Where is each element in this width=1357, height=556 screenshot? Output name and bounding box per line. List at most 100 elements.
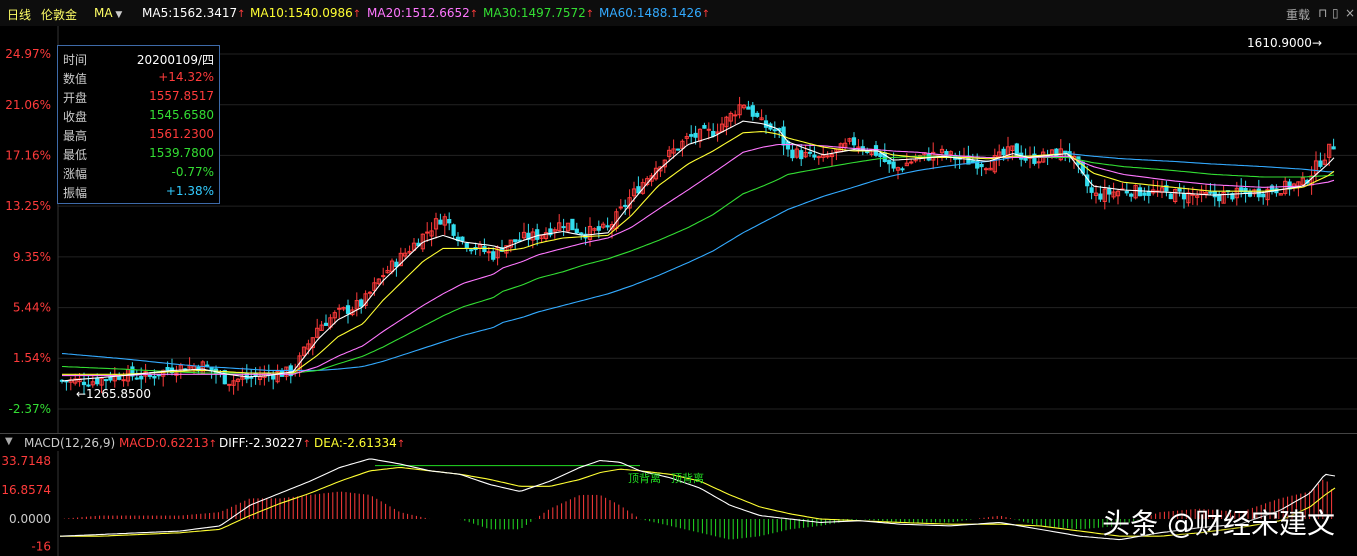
close-icon[interactable]: × bbox=[1345, 6, 1356, 20]
instrument-label[interactable]: 伦敦金 bbox=[41, 8, 78, 22]
candle-down bbox=[851, 137, 857, 146]
data-window-value: 1561.2300 bbox=[149, 127, 214, 141]
data-window-row: 时间 20200109/四 bbox=[63, 51, 214, 70]
candle-down bbox=[1177, 187, 1182, 192]
collapse-icon[interactable]: ▼ bbox=[5, 436, 13, 447]
candle-up bbox=[337, 307, 342, 310]
candle-up bbox=[587, 225, 593, 240]
candle-up bbox=[332, 312, 337, 319]
candle-up bbox=[1173, 189, 1178, 203]
candle-down bbox=[165, 366, 170, 371]
candle-down bbox=[1137, 187, 1143, 197]
candle-up bbox=[733, 114, 738, 117]
candle-up bbox=[310, 337, 315, 349]
candle-up bbox=[847, 138, 852, 142]
lock-icon[interactable]: ⊓ bbox=[1318, 6, 1328, 20]
candle-down bbox=[865, 150, 870, 153]
candle-down bbox=[900, 168, 905, 171]
candle-up bbox=[398, 252, 403, 267]
candle-down bbox=[596, 226, 601, 231]
macd-chart[interactable]: 33.7148 16.8574 0.0000 -16 顶背离 顶背离 bbox=[0, 451, 1357, 556]
candle-down bbox=[878, 153, 883, 158]
high-price-label: 1610.9000→ bbox=[1247, 36, 1322, 50]
candle-up bbox=[601, 223, 606, 228]
candle-down bbox=[970, 160, 975, 163]
candle-up bbox=[231, 380, 236, 386]
candle-down bbox=[95, 377, 100, 385]
candle-down bbox=[807, 151, 813, 154]
data-window-label: 开盘 bbox=[63, 91, 88, 105]
candle-down bbox=[526, 232, 531, 240]
macd-header: ▼ MACD(12,26,9) MACD:0.62213↑ DIFF:-2.30… bbox=[0, 434, 1357, 451]
y-tick-label: 21.06% bbox=[5, 98, 51, 112]
candle-down bbox=[482, 246, 487, 253]
candle-down bbox=[750, 105, 755, 117]
candle-up bbox=[372, 282, 377, 291]
dea-value: DEA:-2.61334↑ bbox=[314, 436, 405, 450]
candle-up bbox=[724, 116, 729, 128]
candle-up bbox=[794, 148, 799, 158]
macd-value: MACD:0.62213↑ bbox=[119, 436, 217, 450]
candle-up bbox=[552, 229, 557, 232]
candle-up bbox=[904, 162, 909, 167]
candle-up bbox=[741, 104, 747, 109]
y-tick-label: 1.54% bbox=[13, 351, 51, 365]
candle-up bbox=[341, 306, 346, 310]
y-tick-label: 24.97% bbox=[5, 47, 51, 61]
candle-down bbox=[117, 376, 122, 380]
candle-down bbox=[1318, 160, 1323, 167]
candle-down bbox=[812, 154, 817, 158]
data-window-row: 最低 1539.7800 bbox=[63, 146, 214, 165]
candle-down bbox=[1261, 193, 1266, 198]
candle-down bbox=[513, 239, 518, 243]
data-window-value: 1539.7800 bbox=[149, 146, 214, 160]
candle-up bbox=[521, 231, 527, 239]
candle-up bbox=[1300, 177, 1305, 186]
data-window-label: 振幅 bbox=[63, 186, 88, 200]
price-chart-bg bbox=[0, 26, 1357, 433]
indicator-selector[interactable]: MA ▼ bbox=[94, 6, 122, 20]
candle-down bbox=[860, 146, 865, 151]
candle-down bbox=[222, 370, 227, 385]
candle-up bbox=[301, 346, 307, 356]
data-window-label: 收盘 bbox=[63, 110, 88, 124]
candle-down bbox=[447, 219, 452, 224]
candle-up bbox=[425, 231, 430, 234]
candle-up bbox=[667, 149, 672, 158]
candle-down bbox=[1001, 148, 1006, 156]
candle-down bbox=[1208, 191, 1213, 194]
data-window-row: 振幅 +1.38% bbox=[63, 184, 214, 203]
candle-up bbox=[1234, 187, 1239, 199]
candle-down bbox=[517, 239, 522, 242]
layout-icon[interactable]: ▯ bbox=[1332, 6, 1339, 20]
candle-up bbox=[1010, 145, 1015, 151]
candle-up bbox=[543, 232, 549, 240]
candle-up bbox=[433, 218, 439, 230]
data-window-label: 涨幅 bbox=[63, 167, 88, 181]
data-window-row: 收盘 1545.6580 bbox=[63, 108, 214, 127]
ma5-label: MA5:1562.3417 bbox=[142, 6, 238, 20]
candle-up bbox=[825, 155, 830, 158]
candle-down bbox=[130, 366, 135, 377]
candle-up bbox=[983, 168, 989, 171]
candle-up bbox=[1036, 161, 1041, 164]
candle-up bbox=[112, 374, 117, 382]
divergence-annotation: 顶背离 bbox=[671, 471, 704, 485]
price-chart[interactable]: 24.97% 21.06% 17.16% 13.25% 9.35% 5.44% 1.54% -… bbox=[0, 26, 1357, 433]
candle-up bbox=[1322, 159, 1327, 165]
candle-down bbox=[81, 381, 87, 386]
candle-up bbox=[1186, 192, 1191, 204]
ma30-label: MA30:1497.7572 bbox=[483, 6, 586, 20]
period-label[interactable]: 日线 bbox=[7, 8, 32, 22]
candle-down bbox=[1014, 143, 1019, 156]
candle-down bbox=[1212, 191, 1217, 198]
candle-down bbox=[979, 163, 984, 168]
candle-up bbox=[680, 140, 685, 149]
candle-down bbox=[702, 125, 707, 129]
data-window-row: 最高 1561.2300 bbox=[63, 127, 214, 146]
restore-button[interactable]: 重载 bbox=[1286, 8, 1311, 22]
candle-up bbox=[73, 378, 78, 384]
candle-down bbox=[460, 236, 465, 242]
candle-up bbox=[737, 104, 742, 116]
candle-up bbox=[240, 376, 245, 380]
